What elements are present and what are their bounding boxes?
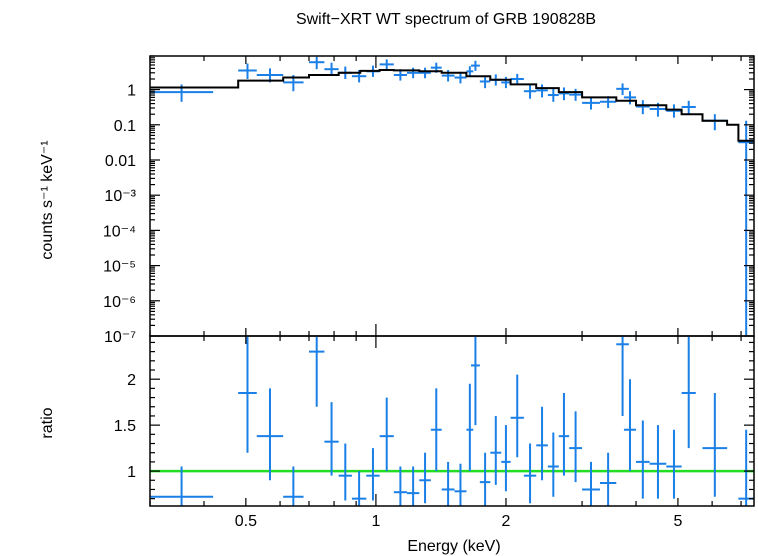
spectrum-data-point: [681, 100, 696, 115]
ratio-data-point: [490, 415, 502, 485]
ratio-data-point: [324, 402, 339, 476]
ratio-data-point: [471, 336, 480, 426]
ratio-data-series: [150, 336, 754, 506]
y-tick-label: 1: [127, 464, 136, 481]
spectrum-data-point: [738, 120, 754, 336]
ratio-data-point: [256, 388, 284, 481]
ratio-data-point: [623, 379, 637, 472]
ratio-data-point: [738, 429, 754, 506]
y-tick-label: 2: [127, 372, 136, 389]
spectrum-data-point: [479, 75, 491, 89]
y-tick-label: 10⁻⁵: [103, 259, 136, 276]
ratio-data-point: [547, 432, 559, 497]
y-tick-label: 0.1: [114, 118, 136, 135]
y-tick-label: 10⁻⁴: [103, 223, 136, 240]
spectrum-data-point: [466, 66, 474, 77]
spectrum-data-series: [150, 56, 754, 336]
x-axis-label: Energy (keV): [407, 538, 500, 555]
ratio-data-point: [351, 471, 367, 506]
ratio-data-point: [536, 406, 548, 481]
spectrum-data-point: [441, 70, 455, 82]
spectrum-model-series: [150, 69, 754, 142]
spectrum-panel: 1 0.1 0.01 10⁻³ 10⁻⁴ 10⁻⁵ 10⁻⁶ 10⁻⁷ counts s⁻¹ …: [39, 55, 755, 346]
ratio-data-point: [599, 452, 617, 506]
ratio-data-point: [338, 443, 352, 501]
spectrum-y-axis-label: counts s⁻¹ keV⁻¹: [39, 140, 56, 259]
ratio-data-point: [393, 466, 407, 506]
spectrum-data-point: [666, 104, 682, 118]
spectrum-data-point: [636, 100, 650, 115]
y-tick-label: 10⁻⁷: [104, 329, 136, 346]
ratio-data-point: [379, 397, 394, 472]
ratio-data-point: [454, 463, 467, 506]
spectrum-data-point: [419, 67, 431, 79]
ratio-plot-frame: [149, 335, 755, 507]
ratio-data-point: [666, 429, 682, 499]
ratio-data-point: [479, 452, 491, 506]
spectrum-data-point: [623, 91, 637, 105]
x-tick-label: 2: [502, 513, 511, 530]
x-tick-label: 1: [371, 513, 380, 530]
y-tick-label: 1.5: [114, 418, 136, 435]
spectrum-data-point: [616, 83, 629, 96]
ratio-data-point: [582, 461, 600, 506]
ratio-data-point: [702, 392, 728, 497]
spectrum-data-point: [582, 96, 600, 110]
ratio-data-point: [430, 388, 442, 472]
ratio-data-point: [569, 411, 583, 483]
ratio-data-point: [558, 392, 570, 476]
chart-title: Swift−XRT WT spectrum of GRB 190828B: [296, 11, 596, 28]
ratio-data-point: [419, 452, 431, 504]
ratio-data-point: [649, 425, 667, 499]
ratio-data-point: [150, 466, 214, 506]
spectrum-data-point: [569, 88, 583, 101]
spectrum-data-point: [702, 114, 728, 131]
y-tick-label: 1: [127, 83, 136, 100]
spectrum-data-point: [406, 67, 420, 79]
spectrum-data-point: [324, 62, 339, 76]
ratio-y-axis-label: ratio: [39, 407, 56, 438]
ratio-data-point: [523, 443, 537, 504]
spectrum-plot-frame: [149, 55, 755, 337]
spectrum-data-point: [510, 73, 524, 85]
x-tick-label: 0.5: [235, 513, 257, 530]
y-tick-label: 10⁻⁶: [103, 294, 136, 311]
x-tick-label: 5: [673, 513, 682, 530]
spectrum-model-line: [150, 69, 754, 142]
spectrum-data-point: [308, 56, 325, 70]
ratio-data-point: [283, 466, 304, 506]
spectrum-data-point: [547, 88, 559, 102]
ratio-data-point: [308, 336, 325, 407]
ratio-data-point: [441, 461, 455, 506]
spectrum-axes: 1 0.1 0.01 10⁻³ 10⁻⁴ 10⁻⁵ 10⁻⁶ 10⁻⁷: [103, 55, 755, 346]
spectrum-data-point: [238, 63, 257, 79]
ratio-data-point: [510, 374, 524, 458]
spectrum-data-point: [501, 76, 511, 89]
ratio-data-point: [501, 425, 511, 492]
ratio-data-point: [681, 336, 696, 449]
ratio-data-point: [636, 420, 650, 499]
spectrum-data-point: [471, 60, 480, 71]
ratio-data-point: [466, 383, 474, 472]
spectrum-data-point: [536, 84, 548, 98]
ratio-data-point: [406, 466, 420, 506]
y-tick-label: 10⁻³: [104, 188, 136, 205]
spectrum-data-point: [379, 59, 394, 70]
spectrum-data-point: [558, 87, 570, 101]
y-tick-label: 0.01: [105, 153, 136, 170]
ratio-panel: 0.5 1 2 5 1 1.5 2 ratio Energy (keV): [39, 335, 755, 555]
ratio-axes: 0.5 1 2 5 1 1.5 2: [114, 335, 755, 530]
ratio-data-point: [366, 448, 380, 501]
spectrum-data-point: [523, 85, 537, 99]
ratio-data-point: [238, 336, 257, 453]
ratio-data-point: [616, 336, 629, 416]
